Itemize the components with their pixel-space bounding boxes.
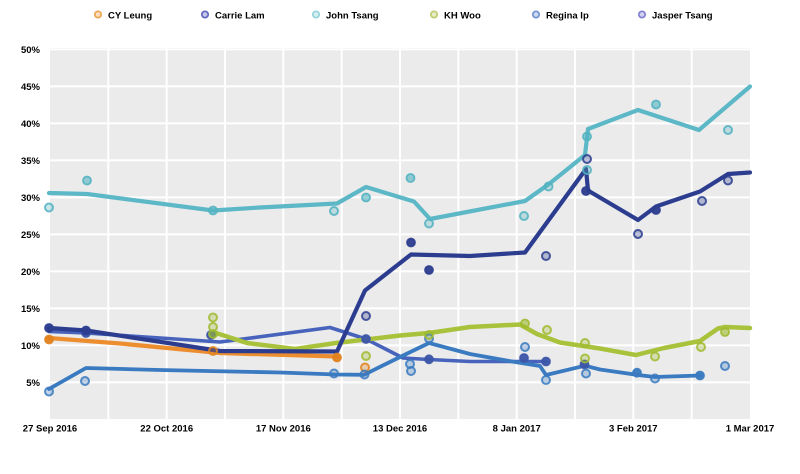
svg-text:27 Sep 2016: 27 Sep 2016 <box>23 424 77 435</box>
svg-text:40%: 40% <box>21 119 41 130</box>
svg-text:20%: 20% <box>21 267 41 278</box>
svg-text:25%: 25% <box>21 230 41 241</box>
svg-text:22 Oct 2016: 22 Oct 2016 <box>140 424 193 435</box>
svg-text:15%: 15% <box>21 304 41 315</box>
svg-text:10%: 10% <box>21 341 41 352</box>
svg-text:3 Feb 2017: 3 Feb 2017 <box>609 424 658 435</box>
svg-text:50%: 50% <box>21 45 41 56</box>
svg-text:30%: 30% <box>21 193 41 204</box>
svg-text:1 Mar 2017: 1 Mar 2017 <box>726 424 775 435</box>
svg-text:17 Nov 2016: 17 Nov 2016 <box>256 424 311 435</box>
svg-text:13 Dec 2016: 13 Dec 2016 <box>373 424 427 435</box>
svg-text:John Tsang: John Tsang <box>326 11 379 22</box>
svg-text:CY Leung: CY Leung <box>108 11 152 22</box>
svg-text:45%: 45% <box>21 82 41 93</box>
svg-text:8 Jan 2017: 8 Jan 2017 <box>493 424 541 435</box>
svg-text:5%: 5% <box>26 378 40 389</box>
svg-text:Jasper Tsang: Jasper Tsang <box>652 11 713 22</box>
svg-text:35%: 35% <box>21 156 41 167</box>
svg-text:Carrie Lam: Carrie Lam <box>215 11 265 22</box>
svg-text:KH Woo: KH Woo <box>444 11 481 22</box>
svg-text:Regina Ip: Regina Ip <box>546 11 589 22</box>
